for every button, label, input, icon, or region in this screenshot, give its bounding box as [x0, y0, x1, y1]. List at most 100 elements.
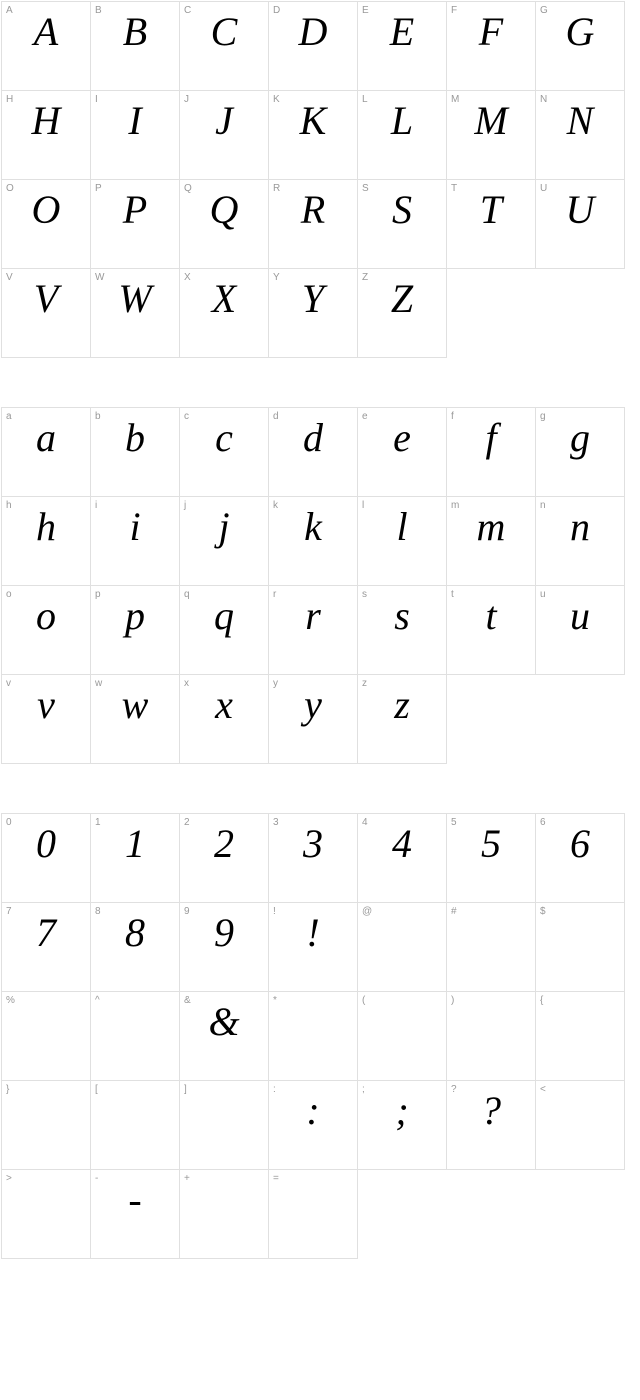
- cell-label: ^: [95, 995, 100, 1006]
- glyph-cell: ss: [357, 585, 447, 675]
- cell-glyph: H: [2, 99, 90, 143]
- cell-label: >: [6, 1173, 12, 1184]
- cell-glyph: E: [358, 10, 446, 54]
- cell-glyph: &: [180, 1000, 268, 1044]
- cell-glyph: 9: [180, 911, 268, 955]
- section-uppercase: AABBCCDDEEFFGGHHIIJJKKLLMMNNOOPPQQRRSSTT…: [2, 2, 638, 358]
- glyph-cell: AA: [1, 1, 91, 91]
- cell-glyph: Y: [269, 277, 357, 321]
- cell-glyph: U: [536, 188, 624, 232]
- glyph-cell: 99: [179, 902, 269, 992]
- glyph-cell: PP: [90, 179, 180, 269]
- glyph-cell: KK: [268, 90, 358, 180]
- cell-glyph: P: [91, 188, 179, 232]
- glyph-cell: uu: [535, 585, 625, 675]
- cell-glyph: 7: [2, 911, 90, 955]
- cell-glyph: 3: [269, 822, 357, 866]
- cell-glyph: ?: [447, 1089, 535, 1133]
- glyph-cell: +: [179, 1169, 269, 1259]
- cell-glyph: j: [180, 505, 268, 549]
- cell-glyph: h: [2, 505, 90, 549]
- glyph-cell: dd: [268, 407, 358, 497]
- cell-glyph: y: [269, 683, 357, 727]
- glyph-cell: MM: [446, 90, 536, 180]
- glyph-cell: (: [357, 991, 447, 1081]
- cell-glyph: !: [269, 911, 357, 955]
- cell-glyph: :: [269, 1089, 357, 1133]
- glyph-cell: nn: [535, 496, 625, 586]
- glyph-cell: }: [1, 1080, 91, 1170]
- section-lowercase: aabbccddeeffgghhiijjkkllmmnnooppqqrrsstt…: [2, 408, 638, 764]
- cell-glyph: N: [536, 99, 624, 143]
- glyph-cell: xx: [179, 674, 269, 764]
- cell-glyph: g: [536, 416, 624, 460]
- glyph-cell: gg: [535, 407, 625, 497]
- cell-glyph: l: [358, 505, 446, 549]
- glyph-cell: 88: [90, 902, 180, 992]
- cell-glyph: e: [358, 416, 446, 460]
- glyph-cell: LL: [357, 90, 447, 180]
- glyph-cell: 44: [357, 813, 447, 903]
- cell-glyph: m: [447, 505, 535, 549]
- glyph-cell: ee: [357, 407, 447, 497]
- cell-glyph: 8: [91, 911, 179, 955]
- cell-glyph: G: [536, 10, 624, 54]
- glyph-cell: mm: [446, 496, 536, 586]
- glyph-cell: ): [446, 991, 536, 1081]
- glyph-cell: 66: [535, 813, 625, 903]
- cell-label: +: [184, 1173, 190, 1184]
- glyph-cell: NN: [535, 90, 625, 180]
- glyph-cell: OO: [1, 179, 91, 269]
- glyph-cell: rr: [268, 585, 358, 675]
- glyph-cell: XX: [179, 268, 269, 358]
- cell-glyph: z: [358, 683, 446, 727]
- cell-glyph: q: [180, 594, 268, 638]
- glyph-cell: yy: [268, 674, 358, 764]
- glyph-cell: CC: [179, 1, 269, 91]
- cell-glyph: X: [180, 277, 268, 321]
- glyph-cell: 00: [1, 813, 91, 903]
- cell-glyph: T: [447, 188, 535, 232]
- glyph-cell: ff: [446, 407, 536, 497]
- glyph-cell: =: [268, 1169, 358, 1259]
- glyph-cell: zz: [357, 674, 447, 764]
- glyph-cell: UU: [535, 179, 625, 269]
- cell-label: (: [362, 995, 365, 1006]
- glyph-cell: cc: [179, 407, 269, 497]
- cell-label: *: [273, 995, 277, 1006]
- glyph-cell: ]: [179, 1080, 269, 1170]
- cell-label: $: [540, 906, 546, 917]
- cell-glyph: 2: [180, 822, 268, 866]
- cell-glyph: o: [2, 594, 90, 638]
- cell-glyph: x: [180, 683, 268, 727]
- glyph-cell: tt: [446, 585, 536, 675]
- cell-glyph: M: [447, 99, 535, 143]
- cell-glyph: d: [269, 416, 357, 460]
- glyph-cell: SS: [357, 179, 447, 269]
- glyph-cell: <: [535, 1080, 625, 1170]
- cell-glyph: Q: [180, 188, 268, 232]
- cell-glyph: C: [180, 10, 268, 54]
- glyph-cell: ^: [90, 991, 180, 1081]
- glyph-cell: ZZ: [357, 268, 447, 358]
- glyph-cell: >: [1, 1169, 91, 1259]
- cell-glyph: b: [91, 416, 179, 460]
- cell-glyph: s: [358, 594, 446, 638]
- cell-label: }: [6, 1084, 9, 1095]
- cell-glyph: R: [269, 188, 357, 232]
- cell-glyph: 1: [91, 822, 179, 866]
- glyph-cell: QQ: [179, 179, 269, 269]
- glyph-cell: WW: [90, 268, 180, 358]
- glyph-cell: JJ: [179, 90, 269, 180]
- cell-glyph: n: [536, 505, 624, 549]
- glyph-cell: ::: [268, 1080, 358, 1170]
- cell-glyph: a: [2, 416, 90, 460]
- glyph-cell: 22: [179, 813, 269, 903]
- cell-label: ]: [184, 1084, 187, 1095]
- cell-glyph: B: [91, 10, 179, 54]
- cell-glyph: -: [91, 1178, 179, 1222]
- cell-glyph: W: [91, 277, 179, 321]
- glyph-cell: oo: [1, 585, 91, 675]
- cell-glyph: O: [2, 188, 90, 232]
- font-chart-root: AABBCCDDEEFFGGHHIIJJKKLLMMNNOOPPQQRRSSTT…: [2, 2, 638, 1259]
